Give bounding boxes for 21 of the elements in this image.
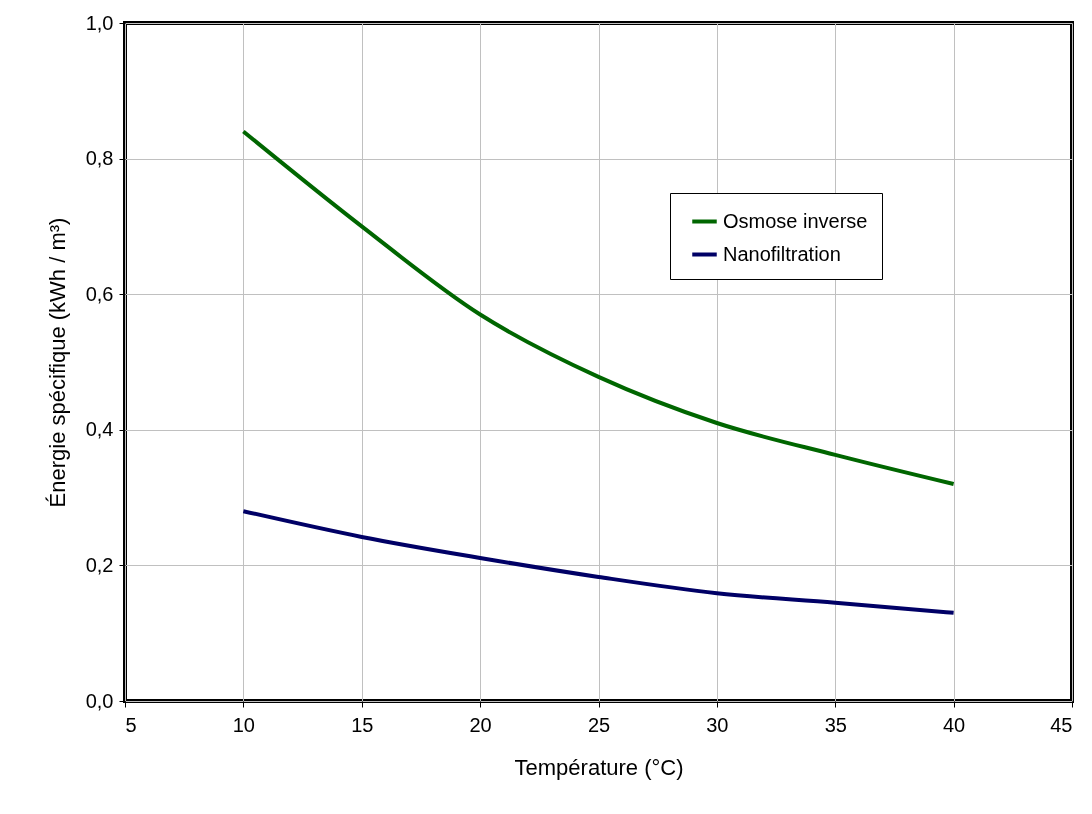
x-tick-label: 10 bbox=[232, 713, 255, 736]
x-tick-label: 45 bbox=[1050, 713, 1073, 736]
y-axis-title: Énergie spécifique (kWh / m³) bbox=[44, 217, 70, 508]
y-tick-label: 0,8 bbox=[85, 147, 114, 170]
legend-label: Osmose inverse bbox=[723, 209, 868, 232]
y-tick-label: 1,0 bbox=[85, 11, 114, 34]
x-axis-title: Température (°C) bbox=[514, 754, 684, 780]
y-tick-label: 0,2 bbox=[85, 553, 114, 576]
x-tick-label: 35 bbox=[824, 713, 847, 736]
legend-label: Nanofiltration bbox=[723, 242, 841, 265]
x-tick-label: 25 bbox=[587, 713, 611, 736]
x-tick-label: 15 bbox=[351, 713, 374, 736]
x-tick-label: 20 bbox=[469, 713, 492, 736]
x-tick-label: 40 bbox=[943, 713, 966, 736]
y-tick-label: 0,0 bbox=[85, 689, 114, 712]
y-tick-label: 0,4 bbox=[85, 418, 114, 441]
x-tick-label: 30 bbox=[706, 713, 729, 736]
line-series bbox=[241, 509, 956, 615]
x-tick-label: 5 bbox=[125, 713, 137, 736]
y-tick-label: 0,6 bbox=[85, 282, 114, 305]
line-series bbox=[241, 129, 956, 487]
